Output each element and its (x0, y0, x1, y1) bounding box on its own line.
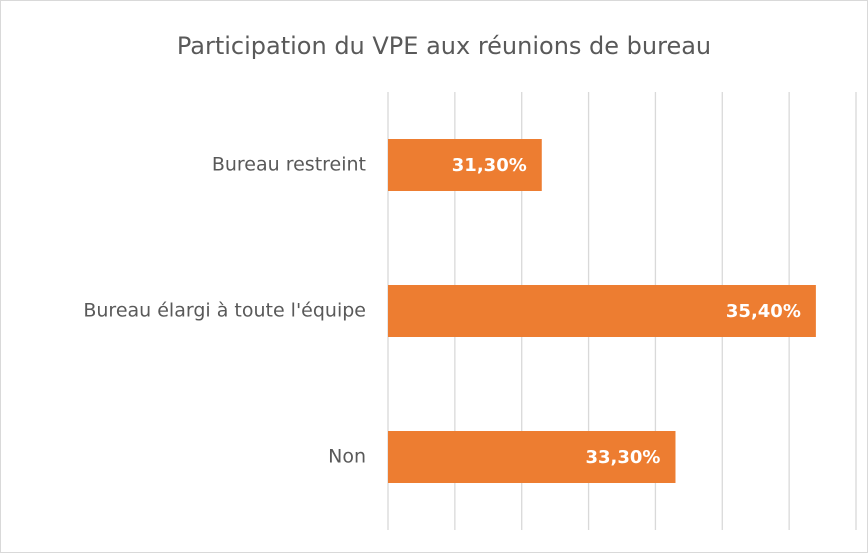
y-tick-label: Bureau restreint (212, 154, 366, 176)
chart-title: Participation du VPE aux réunions de bur… (177, 32, 711, 60)
y-tick-label: Non (328, 446, 366, 468)
data-label: 33,30% (586, 447, 661, 468)
bar (388, 139, 542, 191)
data-label: 35,40% (726, 301, 801, 322)
y-tick-label: Bureau élargi à toute l'équipe (83, 300, 366, 322)
data-label: 31,30% (452, 155, 527, 176)
bar (388, 285, 816, 337)
bar (388, 431, 676, 483)
